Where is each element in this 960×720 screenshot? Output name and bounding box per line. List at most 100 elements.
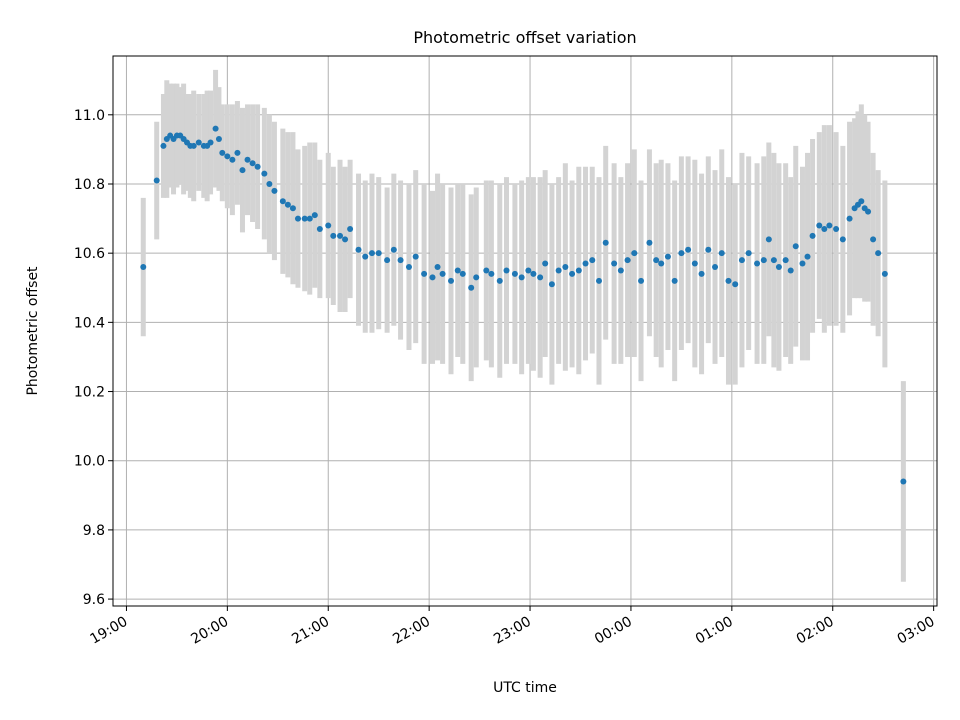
data-point bbox=[215, 136, 222, 143]
data-point bbox=[804, 253, 811, 260]
data-point bbox=[760, 257, 767, 264]
data-point bbox=[754, 260, 761, 267]
data-point bbox=[537, 274, 544, 281]
data-point bbox=[311, 212, 318, 219]
data-point bbox=[448, 277, 455, 284]
data-point bbox=[518, 274, 525, 281]
data-point bbox=[289, 205, 296, 212]
y-tick-label: 9.6 bbox=[83, 592, 105, 608]
data-point bbox=[390, 246, 397, 253]
data-point bbox=[865, 208, 872, 215]
y-tick-label: 9.8 bbox=[83, 523, 105, 539]
data-point bbox=[294, 215, 301, 222]
data-point bbox=[190, 142, 197, 149]
data-point bbox=[569, 270, 576, 277]
y-tick-label: 11.0 bbox=[74, 108, 105, 124]
y-axis: 9.6 9.8 10.0 10.2 10.4 10.6 10.8 11.0 bbox=[74, 108, 113, 608]
data-point bbox=[244, 156, 251, 163]
data-point bbox=[718, 250, 725, 257]
data-point bbox=[809, 232, 816, 239]
y-tick-label: 10.4 bbox=[74, 315, 105, 331]
x-tick-label: 23:00 bbox=[491, 614, 534, 648]
data-point bbox=[429, 274, 436, 281]
data-point bbox=[219, 149, 226, 156]
data-point bbox=[153, 177, 160, 184]
data-point bbox=[160, 142, 167, 149]
plot-frame bbox=[112, 55, 938, 607]
data-point bbox=[765, 236, 772, 243]
data-point bbox=[266, 180, 273, 187]
y-axis-label: Photometric offset bbox=[25, 266, 41, 396]
x-tick-label: 20:00 bbox=[188, 614, 231, 648]
data-point bbox=[249, 160, 256, 167]
y-tick-label: 10.8 bbox=[74, 177, 105, 193]
data-point bbox=[254, 163, 261, 170]
data-point bbox=[439, 270, 446, 277]
data-point bbox=[525, 267, 532, 274]
y-tick-label: 10.6 bbox=[74, 246, 105, 262]
data-point bbox=[224, 153, 231, 160]
x-tick-label: 19:00 bbox=[88, 614, 131, 648]
data-point bbox=[330, 232, 337, 239]
data-point bbox=[653, 257, 660, 264]
data-point bbox=[611, 260, 618, 267]
data-point bbox=[503, 267, 510, 274]
x-tick-label: 22:00 bbox=[390, 614, 433, 648]
data-point bbox=[325, 222, 332, 229]
data-point bbox=[337, 232, 344, 239]
data-point bbox=[384, 257, 391, 264]
data-point bbox=[261, 170, 268, 177]
data-point bbox=[826, 222, 833, 229]
data-point bbox=[646, 239, 653, 246]
x-tick-label: 02:00 bbox=[794, 614, 837, 648]
data-point bbox=[658, 260, 665, 267]
data-point bbox=[562, 264, 569, 271]
data-point bbox=[839, 236, 846, 243]
data-point bbox=[316, 225, 323, 232]
data-point bbox=[301, 215, 308, 222]
data-point bbox=[875, 250, 882, 257]
data-point bbox=[496, 277, 503, 284]
data-point bbox=[511, 270, 518, 277]
data-point bbox=[617, 267, 624, 274]
data-point bbox=[900, 478, 907, 485]
data-point bbox=[375, 250, 382, 257]
data-point bbox=[685, 246, 692, 253]
x-axis-label: UTC time bbox=[493, 680, 557, 696]
data-point bbox=[833, 225, 840, 232]
data-point bbox=[582, 260, 589, 267]
data-point bbox=[405, 264, 412, 271]
data-point bbox=[816, 222, 823, 229]
data-point bbox=[229, 156, 236, 163]
data-point bbox=[624, 257, 631, 264]
data-point bbox=[575, 267, 582, 274]
data-point bbox=[488, 270, 495, 277]
data-point bbox=[595, 277, 602, 284]
data-point bbox=[483, 267, 490, 274]
data-point bbox=[271, 187, 278, 194]
data-point bbox=[782, 257, 789, 264]
data-point bbox=[306, 215, 313, 222]
data-point bbox=[602, 239, 609, 246]
data-point bbox=[473, 274, 480, 281]
data-point bbox=[212, 125, 219, 132]
data-point bbox=[397, 257, 404, 264]
chart-title: Photometric offset variation bbox=[413, 28, 636, 47]
data-point bbox=[434, 264, 441, 271]
data-point bbox=[284, 201, 291, 208]
data-point bbox=[792, 243, 799, 250]
data-point bbox=[732, 281, 739, 288]
data-point bbox=[454, 267, 461, 274]
data-point bbox=[787, 267, 794, 274]
data-point bbox=[368, 250, 375, 257]
x-tick-label: 01:00 bbox=[693, 614, 736, 648]
x-tick-label: 00:00 bbox=[592, 614, 635, 648]
data-point bbox=[870, 236, 877, 243]
data-point bbox=[770, 257, 777, 264]
data-point bbox=[698, 270, 705, 277]
data-point bbox=[738, 257, 745, 264]
data-point bbox=[881, 270, 888, 277]
data-point bbox=[459, 270, 466, 277]
data-point bbox=[678, 250, 685, 257]
data-point bbox=[858, 198, 865, 205]
